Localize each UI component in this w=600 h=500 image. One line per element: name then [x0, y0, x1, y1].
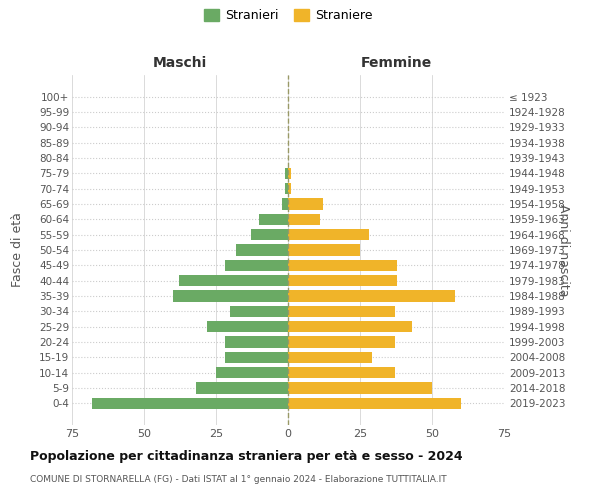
Bar — [224, 336, 288, 348]
Bar — [224, 352, 288, 363]
Bar — [288, 198, 323, 209]
Bar — [288, 275, 397, 286]
Bar — [230, 306, 288, 317]
Text: Popolazione per cittadinanza straniera per età e sesso - 2024: Popolazione per cittadinanza straniera p… — [30, 450, 463, 463]
Bar — [288, 183, 291, 194]
Bar — [288, 260, 397, 271]
Bar — [288, 229, 368, 240]
Bar — [173, 290, 288, 302]
Text: Fasce di età: Fasce di età — [11, 212, 25, 288]
Bar — [285, 183, 288, 194]
Bar — [216, 367, 288, 378]
Bar — [288, 382, 432, 394]
Bar — [196, 382, 288, 394]
Bar — [288, 244, 360, 256]
Text: Maschi: Maschi — [153, 56, 207, 70]
Bar — [224, 260, 288, 271]
Bar — [288, 321, 412, 332]
Bar — [179, 275, 288, 286]
Bar — [288, 306, 395, 317]
Bar — [236, 244, 288, 256]
Bar — [288, 214, 320, 225]
Bar — [259, 214, 288, 225]
Bar — [282, 198, 288, 209]
Bar — [288, 367, 395, 378]
Bar — [288, 352, 371, 363]
Bar — [288, 290, 455, 302]
Text: COMUNE DI STORNARELLA (FG) - Dati ISTAT al 1° gennaio 2024 - Elaborazione TUTTIT: COMUNE DI STORNARELLA (FG) - Dati ISTAT … — [30, 475, 446, 484]
Text: Femmine: Femmine — [361, 56, 431, 70]
Bar — [285, 168, 288, 179]
Bar — [288, 398, 461, 409]
Bar — [208, 321, 288, 332]
Bar — [92, 398, 288, 409]
Bar — [288, 336, 395, 348]
Text: Anni di nascita: Anni di nascita — [557, 204, 571, 296]
Bar — [251, 229, 288, 240]
Legend: Stranieri, Straniere: Stranieri, Straniere — [199, 4, 377, 27]
Bar — [288, 168, 291, 179]
